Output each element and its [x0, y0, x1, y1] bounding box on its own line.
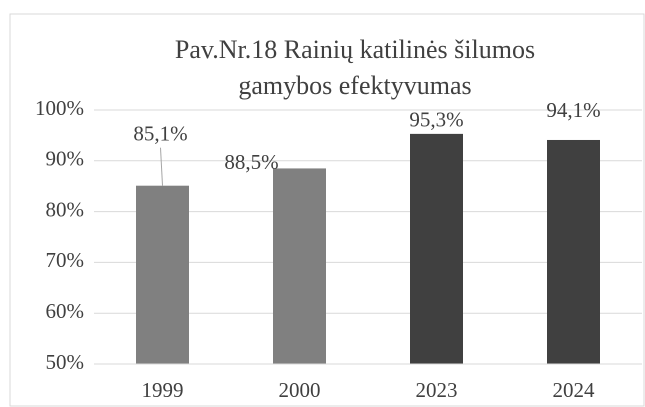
leader-line — [160, 147, 163, 186]
y-tick-label: 50% — [46, 350, 85, 374]
value-label: 95,3% — [409, 108, 463, 132]
chart-title: gamybos efektyvumas — [238, 71, 471, 100]
bar — [547, 139, 600, 364]
bar — [273, 168, 326, 364]
value-label: 85,1% — [133, 122, 187, 146]
y-tick-label: 60% — [46, 299, 85, 323]
chart-title: Pav.Nr.18 Rainių katilinės šilumos — [175, 35, 535, 64]
x-tick-label: 1999 — [142, 378, 184, 402]
chart-frame — [9, 13, 645, 407]
y-tick-label: 70% — [46, 248, 85, 272]
x-tick-label: 2000 — [279, 378, 321, 402]
value-label: 94,1% — [546, 98, 600, 122]
y-tick-label: 100% — [35, 96, 84, 120]
bar — [410, 133, 463, 364]
x-tick-label: 2024 — [553, 378, 596, 402]
y-tick-label: 90% — [46, 147, 85, 171]
bar — [136, 185, 189, 364]
x-tick-label: 2023 — [416, 378, 458, 402]
y-tick-label: 80% — [46, 197, 85, 221]
value-label: 88,5% — [224, 150, 278, 174]
